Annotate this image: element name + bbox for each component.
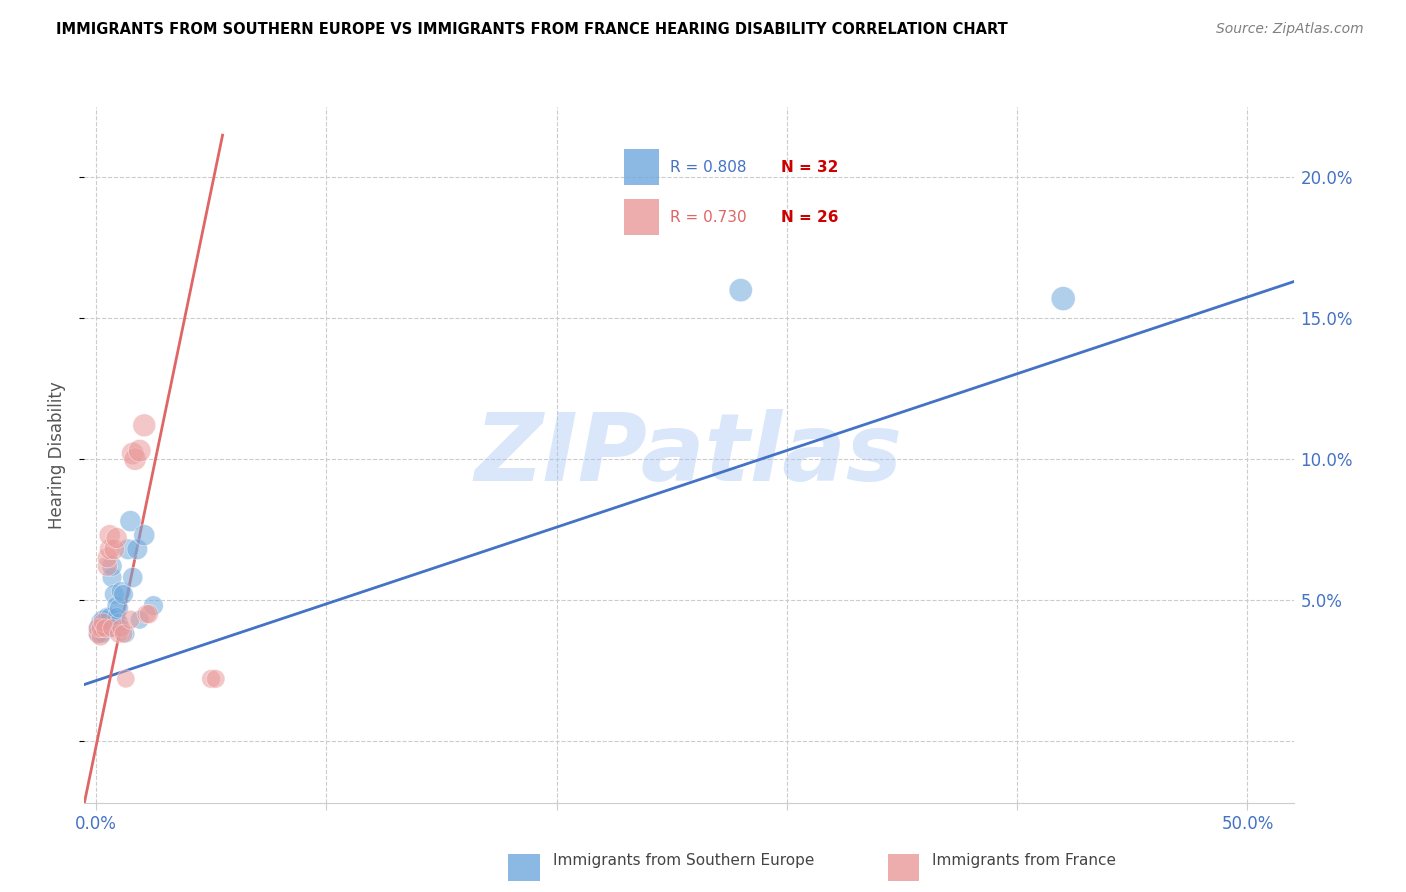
Point (87, 627, 110, 641)
Text: ZIPatlas: ZIPatlas (475, 409, 903, 501)
Point (114, 672, 136, 686)
Point (89, 615, 111, 630)
Point (112, 587, 135, 601)
Point (105, 599, 128, 613)
Point (101, 570, 124, 584)
Point (101, 621, 124, 635)
Text: IMMIGRANTS FROM SOUTHERN EUROPE VS IMMIGRANTS FROM FRANCE HEARING DISABILITY COR: IMMIGRANTS FROM SOUTHERN EUROPE VS IMMIG… (56, 22, 1008, 37)
Point (91, 615, 114, 630)
Point (128, 443, 150, 458)
Point (98, 621, 121, 635)
Point (94, 621, 117, 635)
Point (204, 672, 226, 686)
Point (105, 531, 128, 545)
Point (91, 613, 114, 627)
Point (127, 542, 149, 557)
Point (98, 610, 121, 624)
Point (91, 627, 114, 641)
Point (108, 627, 131, 641)
Text: Source: ZipAtlas.com: Source: ZipAtlas.com (1216, 22, 1364, 37)
Point (89, 621, 111, 635)
Point (94, 621, 117, 635)
Point (120, 514, 142, 528)
Point (103, 542, 125, 557)
Point (134, 528, 156, 542)
Point (87, 621, 110, 635)
Point (128, 613, 150, 627)
Point (105, 610, 128, 624)
Point (200, 672, 222, 686)
Bar (624, 149, 659, 185)
Point (117, 542, 139, 557)
Point (87, 621, 110, 635)
Point (91, 621, 114, 635)
Point (98, 528, 121, 542)
Text: R = 0.730: R = 0.730 (669, 210, 747, 225)
Bar (508, 855, 540, 881)
Point (89, 627, 111, 641)
Point (89, 630, 111, 644)
Y-axis label: Hearing Disability: Hearing Disability (48, 381, 66, 529)
Point (142, 599, 165, 613)
Point (94, 615, 117, 630)
Point (96, 610, 118, 624)
Point (112, 627, 135, 641)
Point (98, 542, 121, 557)
Point (110, 584, 132, 599)
Point (110, 621, 132, 635)
Point (101, 559, 124, 574)
Text: Immigrants from France: Immigrants from France (932, 854, 1116, 868)
Point (108, 601, 131, 615)
Point (96, 618, 118, 632)
Point (138, 607, 160, 621)
Text: N = 26: N = 26 (782, 210, 839, 225)
Point (730, 283, 752, 297)
Point (108, 615, 131, 630)
Point (121, 446, 143, 460)
Point (96, 559, 118, 574)
Point (135, 607, 157, 621)
Bar (624, 200, 659, 235)
Point (120, 613, 142, 627)
Point (1052, 292, 1074, 306)
Point (103, 587, 125, 601)
Point (124, 452, 146, 467)
Bar (887, 855, 920, 881)
Text: N = 32: N = 32 (782, 160, 839, 175)
Point (87, 627, 110, 641)
Text: Immigrants from Southern Europe: Immigrants from Southern Europe (553, 854, 814, 868)
Point (114, 627, 136, 641)
Point (121, 570, 143, 584)
Point (134, 418, 156, 433)
Text: R = 0.808: R = 0.808 (669, 160, 747, 175)
Point (96, 550, 118, 565)
